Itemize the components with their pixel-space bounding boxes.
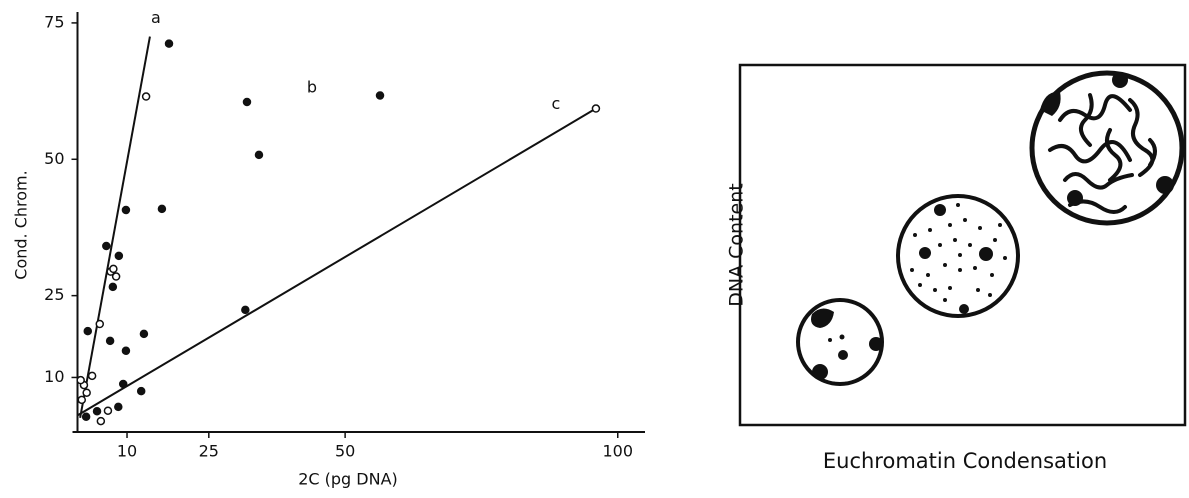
point xyxy=(107,337,114,344)
point xyxy=(96,321,103,328)
point xyxy=(120,381,127,388)
point xyxy=(83,389,90,396)
annotation: b xyxy=(307,78,317,97)
line-label: c xyxy=(552,94,561,113)
fit-line xyxy=(80,37,150,418)
point xyxy=(115,403,122,410)
diagram-x-label: Euchromatin Condensation xyxy=(823,449,1107,473)
point xyxy=(166,40,173,47)
point xyxy=(84,328,91,335)
point xyxy=(103,243,110,250)
point xyxy=(109,283,116,290)
line-label: a xyxy=(151,8,161,27)
point xyxy=(122,207,129,214)
point xyxy=(143,93,150,100)
medium-nucleus xyxy=(898,196,1018,316)
small-nucleus xyxy=(798,300,883,384)
x-tick-label: 50 xyxy=(335,442,355,461)
point xyxy=(78,396,85,403)
point xyxy=(77,377,84,384)
x-tick-label: 25 xyxy=(199,442,219,461)
diagram-y-label: DNA Content xyxy=(726,183,748,306)
x-tick-label: 100 xyxy=(602,442,633,461)
point xyxy=(592,105,599,112)
point xyxy=(243,99,250,106)
point xyxy=(140,330,147,337)
point xyxy=(113,273,120,280)
x-axis-label: 2C (pg DNA) xyxy=(298,470,398,489)
point xyxy=(94,408,101,415)
y-tick-label: 75 xyxy=(44,12,64,31)
point xyxy=(83,413,90,420)
point xyxy=(104,407,111,414)
fit-line xyxy=(78,109,596,416)
y-axis-label: Cond. Chrom. xyxy=(12,170,31,279)
point xyxy=(138,388,145,395)
large-nucleus xyxy=(1032,72,1182,223)
point xyxy=(97,418,104,425)
y-tick-label: 25 xyxy=(44,285,64,304)
point xyxy=(89,372,96,379)
point xyxy=(377,92,384,99)
y-tick-label: 50 xyxy=(44,149,64,168)
point xyxy=(115,252,122,259)
point xyxy=(110,265,117,272)
point xyxy=(242,306,249,313)
point xyxy=(255,151,262,158)
figure: Cond. Chrom. 2C (pg DNA) DNA Content Euc… xyxy=(0,0,1189,498)
point xyxy=(158,205,165,212)
point xyxy=(122,347,129,354)
x-tick-label: 10 xyxy=(117,442,137,461)
y-tick-label: 10 xyxy=(44,367,64,386)
